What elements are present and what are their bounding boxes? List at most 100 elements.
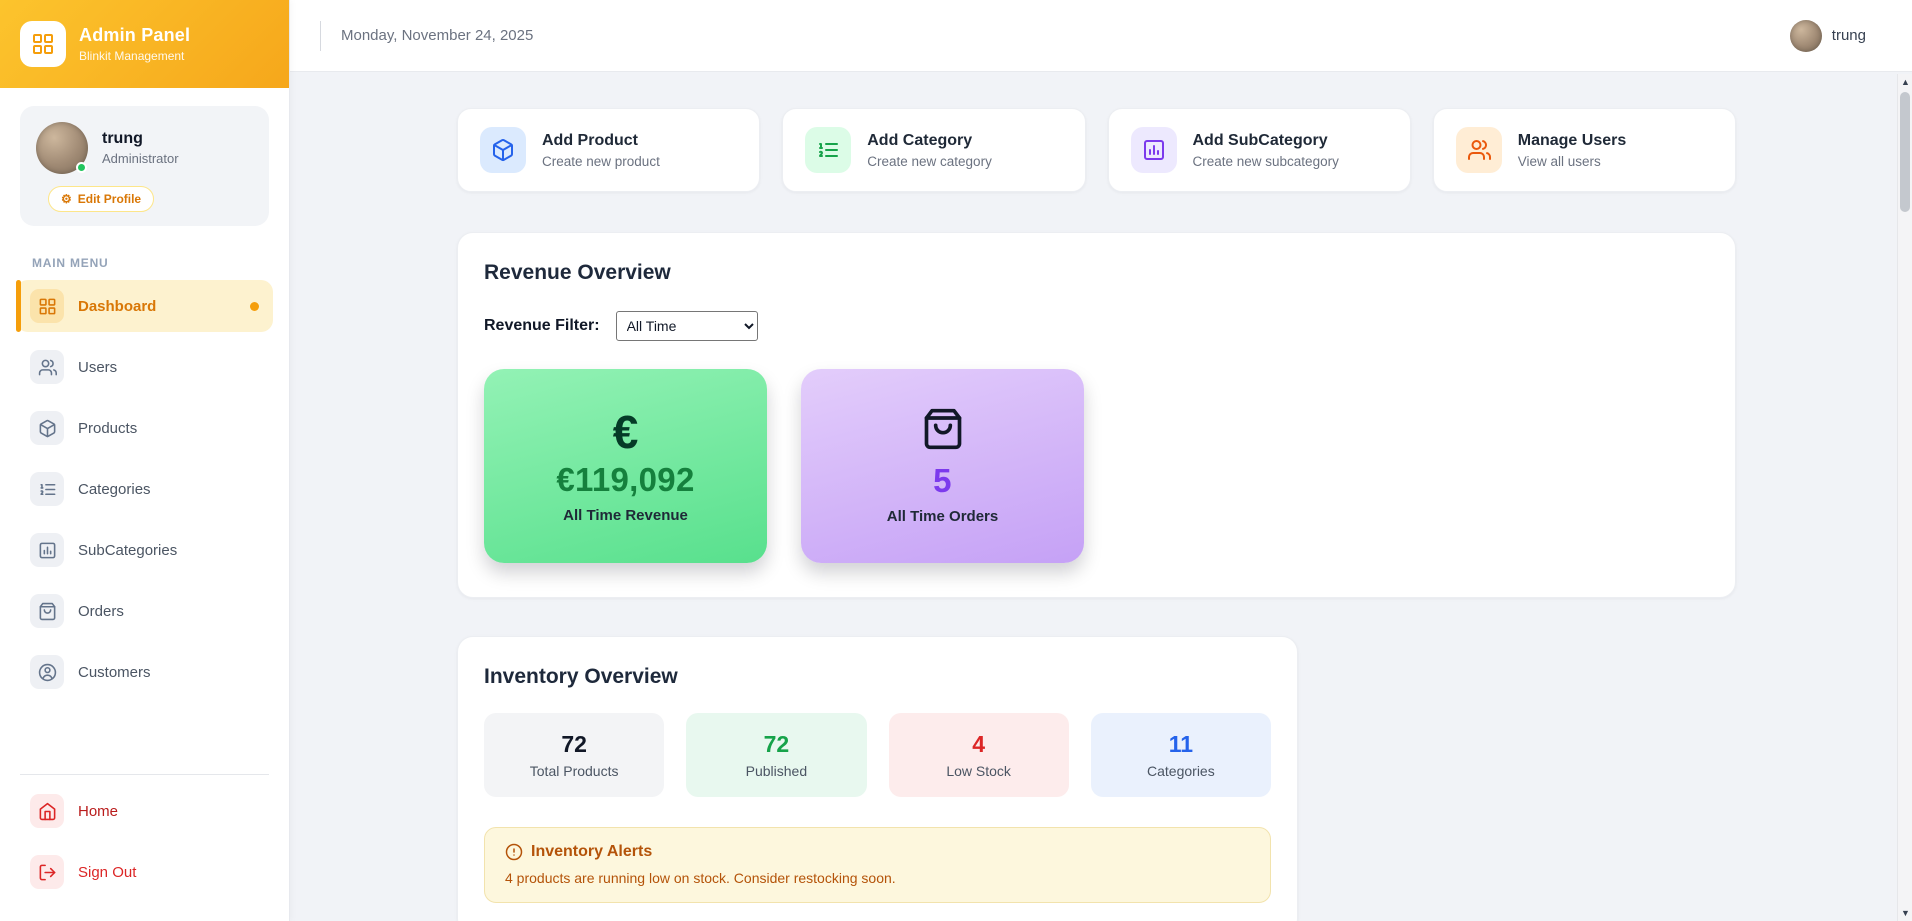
low-stock-stat: 4 Low Stock: [888, 713, 1069, 797]
current-date: Monday, November 24, 2025: [341, 27, 534, 44]
ordered-list-icon: [30, 472, 64, 506]
inventory-overview-title: Inventory Overview: [484, 665, 678, 688]
revenue-filter-row: Revenue Filter: All Time: [484, 311, 1709, 341]
qa-subtitle: Create new product: [542, 153, 660, 169]
revenue-overview-title: Revenue Overview: [484, 261, 671, 284]
sidebar-item-label: Dashboard: [78, 297, 157, 315]
edit-profile-button[interactable]: ⚙ Edit Profile: [48, 186, 155, 212]
stat-value: 4: [972, 731, 986, 757]
manage-users-card[interactable]: Manage Users View all users: [1432, 108, 1736, 192]
stat-label: Published: [745, 763, 808, 779]
dashboard-content: Add Product Create new product Add Categ…: [290, 72, 1912, 921]
shopping-bag-icon: [30, 594, 64, 628]
sidebar-item-sign-out[interactable]: Sign Out: [16, 846, 273, 898]
alert-circle-icon: [505, 843, 523, 861]
logout-icon: [30, 855, 64, 889]
qa-title: Add Category: [867, 131, 973, 149]
qa-title: Add Product: [542, 131, 638, 149]
sidebar-item-subcategories[interactable]: SubCategories: [16, 524, 273, 576]
inventory-overview-card: Inventory Overview 72 Total Products 72 …: [457, 636, 1298, 921]
qa-title: Manage Users: [1517, 131, 1627, 149]
qa-text: Manage Users View all users: [1518, 132, 1627, 169]
grid-icon: [30, 289, 64, 323]
scroll-up-arrow-icon[interactable]: ▲: [1901, 77, 1910, 87]
brand-header: Admin Panel Blinkit Management: [0, 0, 289, 88]
sidebar-item-users[interactable]: Users: [16, 341, 273, 393]
sidebar-item-label: Customers: [78, 663, 151, 681]
bar-chart-icon: [1130, 127, 1177, 173]
box-icon: [30, 411, 64, 445]
stat-value: 11: [1168, 731, 1194, 757]
sidebar-footer: Home Sign Out: [0, 785, 289, 921]
stat-value: 72: [763, 731, 790, 757]
alert-message: 4 products are running low on stock. Con…: [505, 870, 896, 886]
sidebar-item-dashboard[interactable]: Dashboard: [16, 280, 273, 332]
sidebar: Admin Panel Blinkit Management trung Adm…: [0, 0, 290, 921]
topbar-left: Monday, November 24, 2025: [320, 20, 534, 51]
revenue-filter-select[interactable]: All Time: [615, 311, 758, 341]
sidebar-item-label: Categories: [78, 480, 151, 498]
sidebar-item-categories[interactable]: Categories: [16, 463, 273, 515]
revenue-label: All Time Revenue: [563, 506, 688, 524]
brand-title: Admin Panel: [79, 25, 191, 45]
qa-title: Add SubCategory: [1192, 131, 1328, 149]
quick-actions-row: Add Product Create new product Add Categ…: [457, 108, 1736, 192]
add-subcategory-card[interactable]: Add SubCategory Create new subcategory: [1107, 108, 1411, 192]
gear-icon: ⚙: [61, 192, 72, 206]
qa-text: Add Category Create new category: [867, 132, 992, 169]
all-time-revenue-card: € €119,092 All Time Revenue: [484, 369, 767, 563]
revenue-stat-cards: € €119,092 All Time Revenue 5 All Time O…: [484, 369, 1709, 563]
edit-profile-label: Edit Profile: [77, 192, 142, 206]
sidebar-item-label: Products: [78, 419, 138, 437]
published-stat: 72 Published: [686, 713, 867, 797]
profile-role: Administrator: [102, 151, 179, 166]
stat-label: Low Stock: [946, 763, 1011, 779]
topbar-user-chip[interactable]: trung: [1789, 19, 1866, 52]
stat-label: Categories: [1147, 763, 1215, 779]
brand-text: Admin Panel Blinkit Management: [79, 25, 190, 63]
stat-label: Total Products: [529, 763, 619, 779]
scrollbar-thumb[interactable]: [1900, 92, 1910, 212]
orders-value: 5: [933, 462, 952, 499]
box-icon: [480, 127, 526, 173]
sidebar-item-home[interactable]: Home: [16, 785, 273, 837]
ordered-list-icon: [805, 127, 852, 173]
add-category-card[interactable]: Add Category Create new category: [782, 108, 1086, 192]
topbar: Monday, November 24, 2025 trung: [290, 0, 1912, 72]
home-icon: [30, 794, 64, 828]
sidebar-item-products[interactable]: Products: [16, 402, 273, 454]
online-status-dot: [76, 162, 87, 173]
qa-subtitle: View all users: [1517, 153, 1601, 169]
total-products-stat: 72 Total Products: [484, 713, 665, 797]
shopping-bag-icon: [921, 407, 965, 456]
topbar-username: trung: [1831, 27, 1866, 44]
users-icon: [30, 350, 64, 384]
brand-subtitle: Blinkit Management: [79, 49, 185, 63]
profile-name: trung: [102, 130, 143, 147]
users-icon: [1455, 127, 1502, 173]
euro-icon: €: [612, 405, 639, 458]
inventory-alert-box: Inventory Alerts 4 products are running …: [484, 827, 1271, 903]
sidebar-item-label: SubCategories: [78, 541, 178, 559]
profile-row: trung Administrator: [36, 122, 253, 174]
scroll-down-arrow-icon[interactable]: ▼: [1901, 908, 1910, 918]
sidebar-menu: Dashboard Users Products Categories: [0, 280, 289, 707]
user-circle-icon: [30, 655, 64, 689]
sidebar-item-orders[interactable]: Orders: [16, 585, 273, 637]
stat-value: 72: [561, 731, 587, 757]
revenue-value: €119,092: [556, 460, 695, 498]
topbar-avatar: [1789, 19, 1822, 52]
vertical-scrollbar[interactable]: ▲ ▼: [1897, 74, 1912, 921]
sidebar-item-label: Users: [78, 358, 118, 376]
sidebar-item-customers[interactable]: Customers: [16, 646, 273, 698]
inventory-alert-header: Inventory Alerts: [505, 843, 1250, 861]
revenue-overview-card: Revenue Overview Revenue Filter: All Tim…: [457, 232, 1736, 598]
add-product-card[interactable]: Add Product Create new product: [457, 108, 761, 192]
qa-text: Add Product Create new product: [542, 132, 660, 169]
qa-text: Add SubCategory Create new subcategory: [1193, 132, 1339, 169]
active-indicator-dot: [250, 301, 259, 311]
all-time-orders-card: 5 All Time Orders: [801, 369, 1084, 563]
inventory-stats-row: 72 Total Products 72 Published 4 Low Sto…: [484, 713, 1271, 797]
profile-card: trung Administrator ⚙ Edit Profile: [20, 106, 269, 226]
